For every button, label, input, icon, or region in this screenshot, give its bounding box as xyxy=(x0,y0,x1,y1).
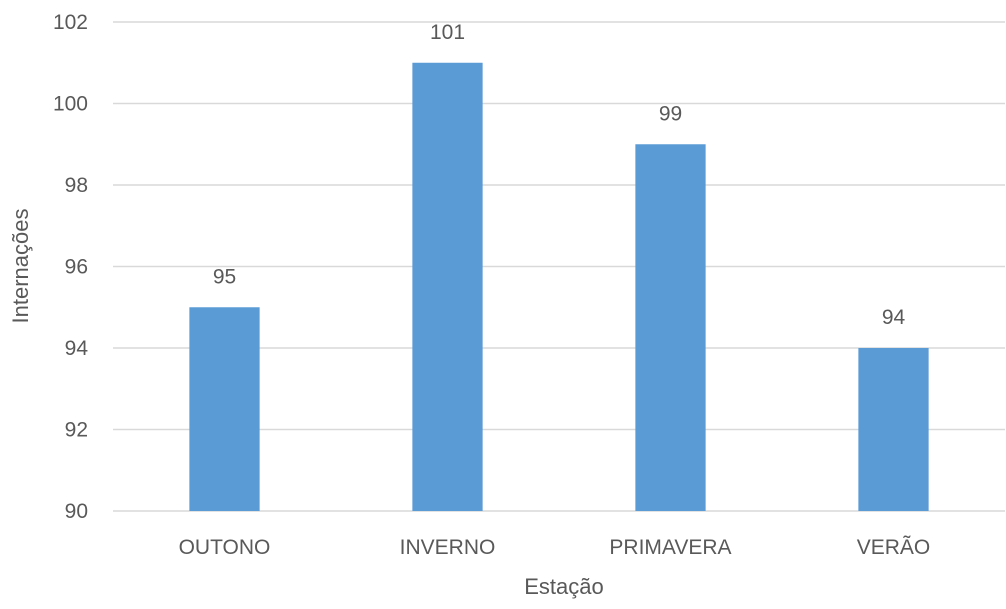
x-tick-label: INVERNO xyxy=(400,536,496,559)
bar-verão xyxy=(858,348,929,511)
bar-primavera xyxy=(635,144,706,511)
bars xyxy=(189,62,929,511)
data-label: 94 xyxy=(882,306,906,329)
data-labels: 95 101 99 94 xyxy=(213,21,906,329)
data-label: 95 xyxy=(213,265,236,288)
y-tick-label: 96 xyxy=(65,256,88,279)
y-tick-label: 92 xyxy=(65,419,88,442)
x-axis-title: Estação xyxy=(524,574,604,599)
data-label: 99 xyxy=(659,102,682,125)
x-tick-label: VERÃO xyxy=(857,535,931,559)
data-label: 101 xyxy=(430,21,465,44)
bar-inverno xyxy=(412,62,483,511)
y-axis-title: Internações xyxy=(8,209,33,324)
y-tick-label: 94 xyxy=(65,337,89,360)
y-tick-label: 100 xyxy=(53,93,88,116)
x-axis-ticks: OUTONO INVERNO PRIMAVERA VERÃO xyxy=(179,535,931,559)
y-axis-ticks: 90 92 94 96 98 100 102 xyxy=(53,11,88,523)
y-tick-label: 102 xyxy=(53,11,88,34)
bar-outono xyxy=(189,307,260,511)
gridlines xyxy=(113,21,1005,512)
y-tick-label: 90 xyxy=(65,500,88,523)
y-tick-label: 98 xyxy=(65,174,88,197)
x-tick-label: PRIMAVERA xyxy=(609,536,731,559)
x-tick-label: OUTONO xyxy=(179,536,271,559)
